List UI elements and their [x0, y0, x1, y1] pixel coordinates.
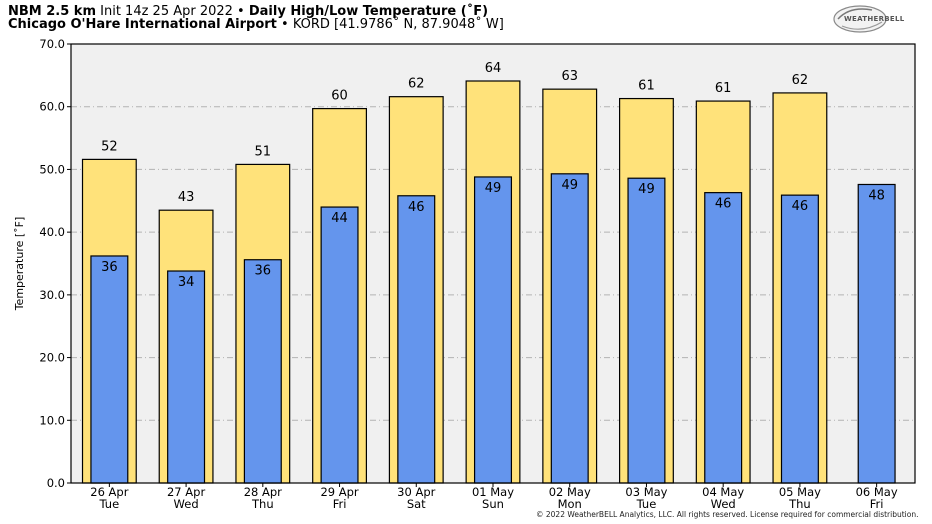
low-temp-label: 44 [331, 211, 348, 226]
x-tick-label-date: 05 May [779, 485, 821, 499]
low-temp-bar [780, 194, 819, 484]
low-temp-bar [397, 195, 436, 484]
x-tick-label-date: 03 May [625, 485, 667, 499]
low-temp-label: 46 [792, 199, 809, 214]
high-temp-label: 62 [408, 77, 425, 92]
high-temp-label: 51 [255, 144, 272, 159]
high-temp-label: 52 [101, 139, 118, 154]
high-temp-label: 62 [792, 73, 809, 88]
low-temp-bar [243, 259, 282, 484]
x-tick-label-day: Sun [482, 497, 504, 511]
high-temp-label: 63 [561, 69, 578, 84]
logo-text: WEATHERBELL [844, 15, 905, 23]
y-tick-label: 10.0 [39, 413, 65, 427]
logo-swirl-icon [833, 5, 887, 33]
low-temp-label: 36 [101, 260, 118, 275]
y-tick-label: 60.0 [39, 100, 65, 114]
x-tick-label-date: 02 May [549, 485, 591, 499]
copyright-notice: © 2022 WeatherBELL Analytics, LLC. All r… [536, 510, 919, 519]
y-tick-label: 40.0 [39, 225, 65, 239]
low-temp-label: 49 [561, 178, 578, 193]
x-tick-label-day: Wed [711, 497, 736, 511]
x-tick-label-day: Mon [558, 497, 582, 511]
x-tick-label-day: Fri [870, 497, 884, 511]
low-temp-label: 36 [255, 264, 272, 279]
low-temp-bar [704, 192, 743, 484]
x-tick-label-date: 29 Apr [320, 485, 358, 499]
low-temp-bar [550, 173, 589, 484]
high-temp-label: 60 [331, 89, 348, 104]
x-tick-label-date: 28 Apr [244, 485, 282, 499]
low-temp-label: 49 [485, 181, 502, 196]
x-tick-label-day: Tue [636, 497, 657, 511]
weatherbell-logo: WEATHERBELL [832, 4, 904, 34]
x-tick-label-day: Fri [333, 497, 347, 511]
low-temp-label: 48 [868, 188, 885, 203]
init-time: Init 14z 25 Apr 2022 • [96, 4, 249, 19]
low-temp-bar [90, 255, 129, 484]
product-name: Daily High/Low Temperature (˚F) [248, 4, 489, 19]
high-temp-label: 64 [485, 61, 502, 76]
y-tick-label: 70.0 [39, 37, 65, 51]
x-tick-label-date: 26 Apr [90, 485, 128, 499]
location-name: Chicago O'Hare International Airport [8, 17, 277, 32]
low-temp-bar [167, 270, 206, 484]
plot-frame [70, 43, 916, 484]
high-temp-label: 61 [638, 79, 655, 94]
x-tick-label-date: 04 May [702, 485, 744, 499]
x-tick-label-day: Thu [788, 497, 811, 511]
x-tick-label-day: Tue [99, 497, 120, 511]
model-name: NBM 2.5 km [8, 4, 96, 19]
low-temp-label: 34 [178, 275, 195, 290]
low-temp-label: 46 [715, 197, 732, 212]
y-axis-label: Temperature [˚F] [13, 217, 26, 312]
high-temp-label: 43 [178, 190, 195, 205]
x-tick-label-day: Wed [174, 497, 199, 511]
y-tick-label: 50.0 [39, 162, 65, 176]
chart-title: NBM 2.5 km Init 14z 25 Apr 2022 • Daily … [8, 4, 488, 19]
high-temp-label: 61 [715, 81, 732, 96]
low-temp-bar [320, 206, 359, 484]
y-tick-label: 30.0 [39, 288, 65, 302]
y-tick-label: 0.0 [47, 476, 65, 490]
x-tick-label-day: Thu [251, 497, 274, 511]
x-tick-label-day: Sat [407, 497, 426, 511]
chart-subtitle: Chicago O'Hare International Airport • K… [8, 17, 504, 32]
low-temp-bar [627, 177, 666, 484]
y-tick-label: 20.0 [39, 351, 65, 365]
low-temp-bar [857, 183, 896, 484]
x-tick-label-date: 30 Apr [397, 485, 435, 499]
x-tick-label-date: 06 May [856, 485, 898, 499]
low-temp-label: 49 [638, 182, 655, 197]
station-info: • KORD [41.9786˚ N, 87.9048˚ W] [276, 17, 504, 32]
x-tick-label-date: 27 Apr [167, 485, 205, 499]
low-temp-bar [473, 176, 513, 484]
low-temp-label: 46 [408, 200, 425, 215]
x-tick-label-date: 01 May [472, 485, 514, 499]
